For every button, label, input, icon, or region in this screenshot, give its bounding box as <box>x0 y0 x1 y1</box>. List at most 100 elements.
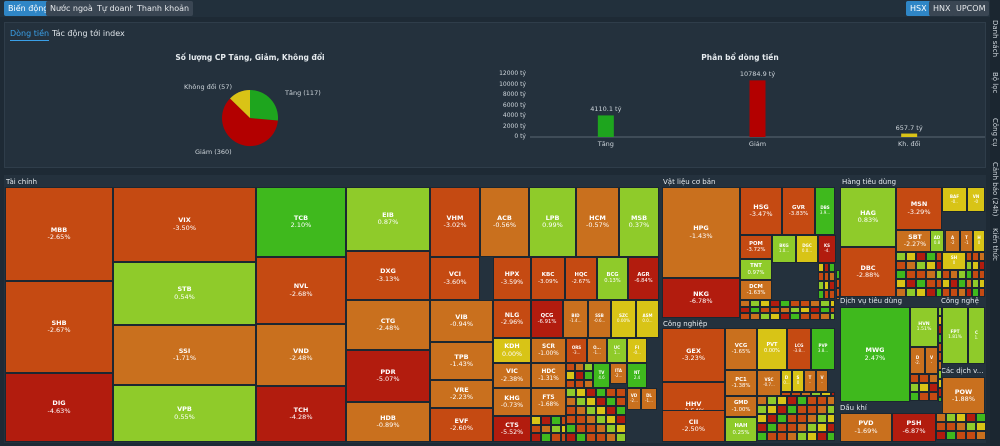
treemap-cell-dxg[interactable]: DXG -3.13% <box>346 251 430 300</box>
treemap-small-cell[interactable] <box>818 263 824 272</box>
treemap-cell-msn[interactable]: MSN -3.29% <box>896 187 942 230</box>
treemap-small-cell[interactable] <box>566 397 576 406</box>
treemap-small-cell[interactable] <box>777 423 787 432</box>
treemap-small-cell[interactable] <box>787 414 797 423</box>
treemap-cell-pvd[interactable]: PVD -1.69% <box>840 413 892 442</box>
treemap-small-cell[interactable] <box>740 313 750 320</box>
treemap-small-cell[interactable] <box>829 272 835 281</box>
treemap-small-cell[interactable] <box>575 379 584 388</box>
treemap-cell-acb[interactable]: ACB -0.56% <box>480 187 529 257</box>
treemap-small-cell[interactable] <box>827 396 835 405</box>
treemap-small-cell[interactable] <box>936 279 942 288</box>
treemap-cell-ssb[interactable]: SSB -0.6... <box>588 300 611 338</box>
treemap-cell-msb[interactable]: MSB 0.37% <box>619 187 659 257</box>
treemap-cell-d[interactable]: D -2. <box>910 347 925 374</box>
treemap-small-cell[interactable] <box>797 423 807 432</box>
treemap-small-cell[interactable] <box>926 288 936 297</box>
treemap-small-cell[interactable] <box>780 300 790 307</box>
treemap-small-cell[interactable] <box>906 252 916 261</box>
treemap-small-cell[interactable] <box>830 313 835 320</box>
treemap-small-cell[interactable] <box>926 279 936 288</box>
treemap-cell-hpg[interactable]: HPG -1.43% <box>662 187 740 278</box>
sidebar-item-kien-thuc[interactable]: Kiến thức <box>991 228 999 261</box>
subtab-tac-dong[interactable]: Tác động tới index <box>52 29 125 38</box>
treemap-small-cell[interactable] <box>966 261 973 270</box>
tab-thanh-khoan[interactable]: Thanh khoản <box>133 1 194 16</box>
treemap-cell-dcm[interactable]: DCM -1.63% <box>740 280 772 300</box>
treemap-small-cell[interactable] <box>938 334 942 343</box>
treemap-small-cell[interactable] <box>831 392 835 396</box>
treemap-cell-hdb[interactable]: HDB -0.89% <box>346 402 430 442</box>
treemap-small-cell[interactable] <box>787 432 797 441</box>
treemap-small-cell[interactable] <box>807 414 817 423</box>
treemap-small-cell[interactable] <box>596 415 606 424</box>
treemap-cell-vre[interactable]: VRE -2.23% <box>430 380 493 408</box>
treemap-small-cell[interactable] <box>800 313 810 320</box>
treemap-small-cell[interactable] <box>936 252 942 261</box>
treemap-small-cell[interactable] <box>938 307 942 316</box>
sidebar-item-canh-bao[interactable]: Cảnh báo (24h) <box>991 162 999 217</box>
treemap-small-cell[interactable] <box>972 279 979 288</box>
treemap-small-cell[interactable] <box>942 270 950 279</box>
treemap-small-cell[interactable] <box>584 379 593 388</box>
exchange-hnx-button[interactable]: HNX <box>929 1 955 16</box>
treemap-small-cell[interactable] <box>820 313 830 320</box>
treemap-small-cell[interactable] <box>616 415 626 424</box>
treemap-small-cell[interactable] <box>910 374 920 383</box>
treemap-cell-hag[interactable]: HAG 0.83% <box>840 187 896 247</box>
treemap-cell-sbt[interactable]: SBT -2.27% <box>896 230 934 252</box>
treemap-small-cell[interactable] <box>566 379 575 388</box>
treemap-cell-ssi[interactable]: SSI -1.71% <box>113 325 256 385</box>
treemap-cell-ita[interactable]: ITA -2... <box>610 363 627 384</box>
treemap-small-cell[interactable] <box>966 422 976 431</box>
treemap-small-cell[interactable] <box>906 270 916 279</box>
treemap-cell-gvr[interactable]: GVR -3.83% <box>782 187 815 235</box>
treemap-small-cell[interactable] <box>966 270 973 279</box>
treemap-small-cell[interactable] <box>576 424 586 433</box>
treemap-small-cell[interactable] <box>616 424 626 433</box>
treemap-small-cell[interactable] <box>972 270 979 279</box>
treemap-small-cell[interactable] <box>817 396 827 405</box>
treemap-small-cell[interactable] <box>767 405 777 414</box>
treemap-small-cell[interactable] <box>950 288 958 297</box>
treemap-small-cell[interactable] <box>938 379 942 388</box>
treemap-small-cell[interactable] <box>950 279 958 288</box>
treemap-cell-szc[interactable]: SZC 0.00% <box>611 300 636 338</box>
treemap-small-cell[interactable] <box>836 279 840 288</box>
treemap-cell-pow[interactable]: POW -1.88% <box>942 377 985 415</box>
treemap-small-cell[interactable] <box>616 388 626 397</box>
treemap-small-cell[interactable] <box>616 433 626 442</box>
treemap-small-cell[interactable] <box>836 297 840 300</box>
treemap-small-cell[interactable] <box>936 431 946 440</box>
treemap-cell-ks[interactable]: KS -4. <box>818 235 836 263</box>
treemap-small-cell[interactable] <box>910 383 920 392</box>
treemap-small-cell[interactable] <box>797 396 807 405</box>
treemap-small-cell[interactable] <box>958 279 966 288</box>
treemap-cell-vpb[interactable]: VPB 0.55% <box>113 385 256 442</box>
treemap-cell-dl[interactable]: DL -1... <box>641 388 657 410</box>
treemap-small-cell[interactable] <box>958 270 966 279</box>
treemap-small-cell[interactable] <box>823 290 830 299</box>
treemap-small-cell[interactable] <box>916 279 926 288</box>
treemap-cell-vic[interactable]: VIC -2.38% <box>493 363 531 388</box>
treemap-small-cell[interactable] <box>966 252 973 261</box>
treemap-small-cell[interactable] <box>780 313 790 320</box>
treemap-small-cell[interactable] <box>531 416 541 425</box>
treemap-small-cell[interactable] <box>818 281 824 290</box>
treemap-small-cell[interactable] <box>740 300 750 307</box>
treemap-small-cell[interactable] <box>938 316 942 325</box>
treemap-small-cell[interactable] <box>966 288 973 297</box>
treemap-small-cell[interactable] <box>750 300 760 307</box>
treemap-cell-vci[interactable]: VCI -3.60% <box>430 257 480 300</box>
treemap-cell-fpt[interactable]: FPT 1.81% <box>942 307 968 364</box>
treemap-small-cell[interactable] <box>757 423 767 432</box>
treemap-small-cell[interactable] <box>966 279 973 288</box>
treemap-small-cell[interactable] <box>606 424 616 433</box>
treemap-small-cell[interactable] <box>821 392 831 396</box>
treemap-small-cell[interactable] <box>606 433 616 442</box>
treemap-small-cell[interactable] <box>906 261 916 270</box>
treemap-small-cell[interactable] <box>770 313 780 320</box>
treemap-small-cell[interactable] <box>616 406 626 415</box>
treemap-small-cell[interactable] <box>916 288 926 297</box>
treemap-small-cell[interactable] <box>596 424 606 433</box>
